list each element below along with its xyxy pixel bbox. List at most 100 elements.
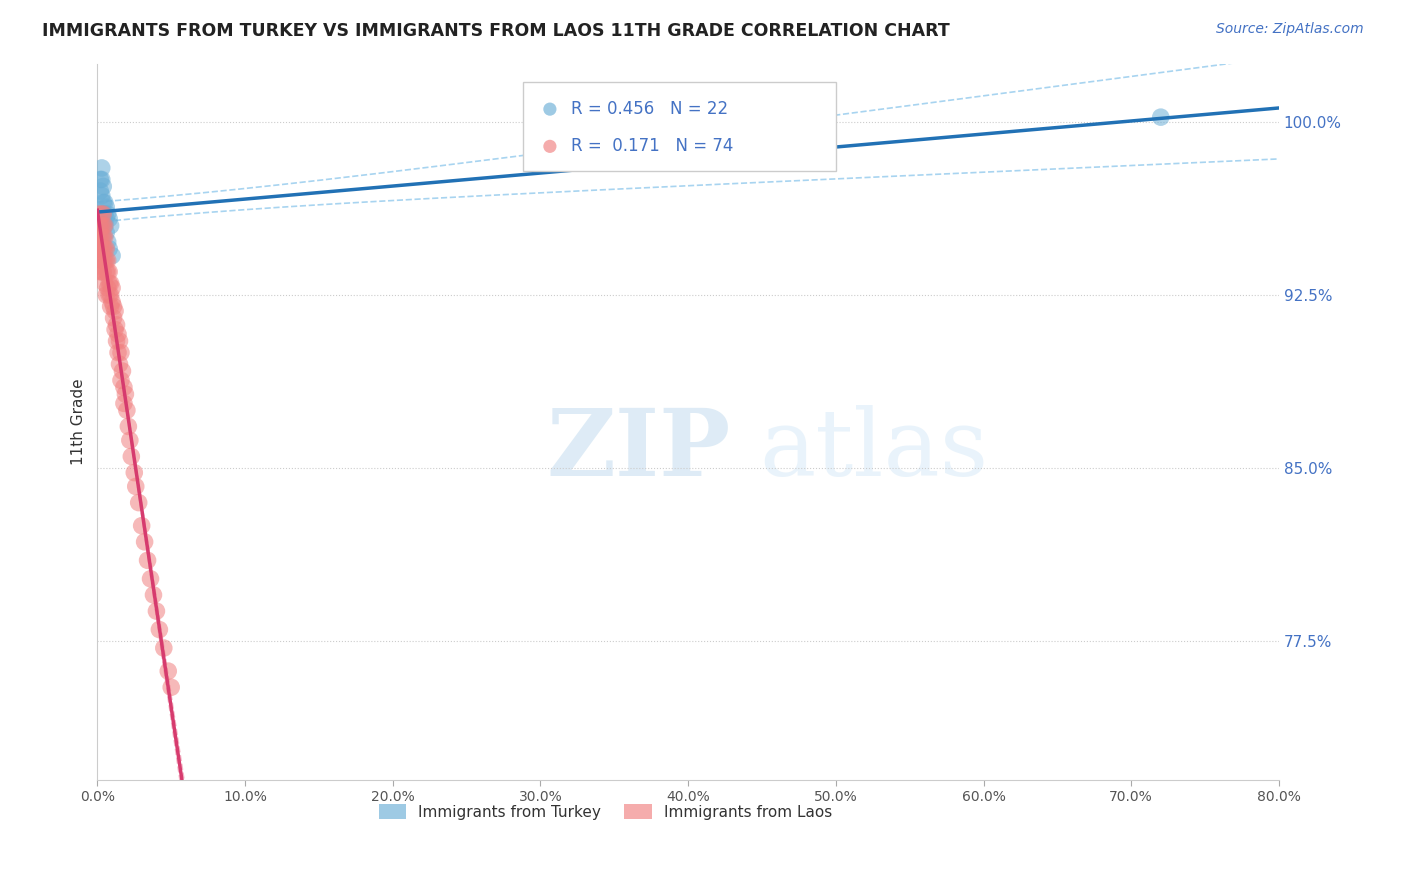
Point <box>91 179 114 194</box>
Point <box>652 260 675 275</box>
Point <box>100 288 122 302</box>
Point <box>117 419 139 434</box>
Point <box>118 434 141 448</box>
Point <box>93 207 115 221</box>
Point <box>110 345 132 359</box>
Point <box>89 253 111 268</box>
Point <box>91 242 114 256</box>
Point <box>107 327 129 342</box>
Point <box>89 265 111 279</box>
Point <box>91 230 114 244</box>
Point <box>89 242 111 256</box>
Point <box>112 396 135 410</box>
Text: Source: ZipAtlas.com: Source: ZipAtlas.com <box>1216 22 1364 37</box>
Point <box>131 518 153 533</box>
Y-axis label: 11th Grade: 11th Grade <box>72 378 86 465</box>
Point <box>108 357 131 371</box>
Point <box>160 680 183 694</box>
Point <box>87 242 110 256</box>
Point <box>105 318 128 332</box>
Point <box>91 207 114 221</box>
Point <box>93 219 115 233</box>
Point <box>96 253 118 268</box>
Point <box>93 230 115 244</box>
Point <box>90 161 112 175</box>
Point <box>98 288 121 302</box>
Point <box>120 450 142 464</box>
Point <box>153 640 176 655</box>
Point <box>652 380 675 394</box>
Point <box>87 230 110 244</box>
Text: atlas: atlas <box>759 406 988 495</box>
Point <box>114 387 136 401</box>
Point <box>90 265 112 279</box>
Point <box>93 219 115 233</box>
Point <box>96 211 118 226</box>
Point <box>105 334 128 348</box>
Point <box>89 219 111 233</box>
Point <box>97 253 120 268</box>
Point <box>90 219 112 233</box>
FancyBboxPatch shape <box>523 82 835 171</box>
Point <box>97 235 120 249</box>
Point <box>89 184 111 198</box>
Point <box>93 242 115 256</box>
Point <box>90 253 112 268</box>
Point <box>96 242 118 256</box>
Point <box>103 300 125 314</box>
Point <box>96 288 118 302</box>
Point <box>90 230 112 244</box>
Point <box>101 294 124 309</box>
Point <box>110 373 132 387</box>
Point <box>136 553 159 567</box>
Point <box>93 253 115 268</box>
Point <box>108 334 131 348</box>
Point <box>124 466 146 480</box>
Point <box>90 207 112 221</box>
Point <box>96 226 118 240</box>
Point <box>90 172 112 186</box>
Point <box>93 195 115 210</box>
Point <box>97 265 120 279</box>
Point <box>91 265 114 279</box>
Point <box>87 207 110 221</box>
Text: R =  0.171   N = 74: R = 0.171 N = 74 <box>571 137 734 155</box>
Point <box>89 230 111 244</box>
Point <box>101 281 124 295</box>
Legend: Immigrants from Turkey, Immigrants from Laos: Immigrants from Turkey, Immigrants from … <box>373 797 838 826</box>
Point <box>125 479 148 493</box>
Point <box>103 310 125 325</box>
Point <box>91 207 114 221</box>
Point <box>91 253 114 268</box>
Point <box>148 623 170 637</box>
Point <box>91 195 114 210</box>
Point <box>139 572 162 586</box>
Text: ZIP: ZIP <box>547 406 731 495</box>
Point <box>87 219 110 233</box>
Point <box>111 364 134 378</box>
Point <box>1150 110 1173 124</box>
Point <box>142 588 165 602</box>
Point <box>98 211 121 226</box>
Point <box>96 265 118 279</box>
Point <box>91 211 114 226</box>
Text: IMMIGRANTS FROM TURKEY VS IMMIGRANTS FROM LAOS 11TH GRADE CORRELATION CHART: IMMIGRANTS FROM TURKEY VS IMMIGRANTS FRO… <box>42 22 950 40</box>
Point <box>115 403 138 417</box>
Point <box>128 495 150 509</box>
Point <box>107 345 129 359</box>
Point <box>100 219 122 233</box>
Point <box>100 277 122 291</box>
Point <box>100 300 122 314</box>
Point <box>98 277 121 291</box>
Point <box>145 604 167 618</box>
Point <box>98 242 121 256</box>
Point <box>97 207 120 221</box>
Point <box>134 534 156 549</box>
Text: R = 0.456   N = 22: R = 0.456 N = 22 <box>571 100 728 118</box>
Point <box>104 322 127 336</box>
Point <box>97 281 120 295</box>
Point <box>112 380 135 394</box>
Point <box>157 664 180 678</box>
Point <box>101 249 124 263</box>
Point <box>90 242 112 256</box>
